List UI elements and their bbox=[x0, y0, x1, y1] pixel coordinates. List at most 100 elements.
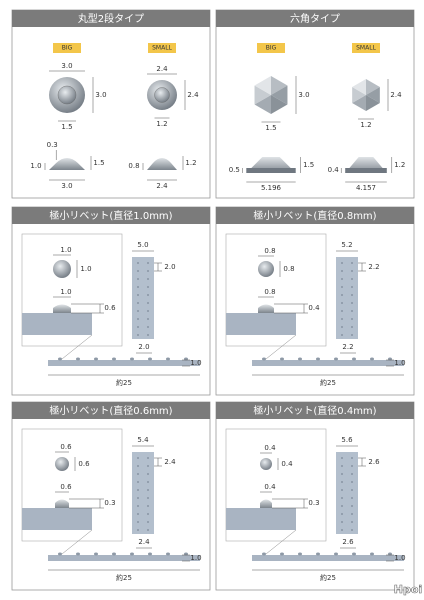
rivet-dot bbox=[341, 318, 343, 320]
dim-label: 0.6 bbox=[104, 304, 116, 312]
dim-label: 0.4 bbox=[264, 444, 276, 452]
rivet-dot bbox=[341, 529, 343, 531]
rivet-dot bbox=[351, 334, 353, 336]
dim-label: 5.0 bbox=[137, 241, 148, 249]
rivet-dot bbox=[341, 326, 343, 328]
rivet-dot bbox=[351, 505, 353, 507]
hex-facet bbox=[254, 95, 271, 114]
base-plate bbox=[22, 508, 92, 530]
dim-label: 2.0 bbox=[164, 263, 175, 271]
rivet-dot bbox=[137, 505, 139, 507]
dim-label: 0.3 bbox=[308, 499, 319, 507]
panel: 極小リベット(直径0.8mm) 0.8 0.8 0.8 0.4 5.2 2.2 2.2 1.0 約… bbox=[215, 206, 415, 396]
rivet-dot bbox=[137, 497, 139, 499]
rivet-dot bbox=[147, 513, 149, 515]
dim-label: 1.5 bbox=[61, 123, 72, 131]
dim-label: 1.5 bbox=[303, 161, 314, 169]
dim-label: 1.0 bbox=[60, 288, 71, 296]
rivet-dot bbox=[137, 302, 139, 304]
rivet-dot bbox=[147, 529, 149, 531]
rivet-strip bbox=[336, 452, 358, 534]
dim-label: 1.0 bbox=[60, 246, 71, 254]
hex-facet bbox=[352, 79, 366, 95]
rivet-side bbox=[258, 304, 274, 313]
dim-label: 2.6 bbox=[368, 458, 380, 466]
rivet-dot bbox=[341, 481, 343, 483]
dim-label: 1.0 bbox=[394, 554, 405, 562]
rivet-dot bbox=[137, 473, 139, 475]
rivet-dot bbox=[147, 318, 149, 320]
dim-label: 5.6 bbox=[341, 436, 353, 444]
dim-label: 2.2 bbox=[342, 343, 353, 351]
dim-label: 0.4 bbox=[328, 166, 340, 174]
rivet-dot bbox=[341, 505, 343, 507]
strip-rivet bbox=[166, 552, 170, 556]
rivet-dot bbox=[147, 286, 149, 288]
rivet-dot bbox=[351, 529, 353, 531]
dim-label: 1.2 bbox=[185, 159, 196, 167]
rivet-side bbox=[55, 499, 69, 508]
strip-rivet bbox=[76, 552, 80, 556]
rivet-dot bbox=[137, 513, 139, 515]
rivet-dot bbox=[341, 465, 343, 467]
rivet-dot bbox=[137, 457, 139, 459]
panel-title: 極小リベット(直径0.6mm) bbox=[49, 404, 172, 417]
hex-facet bbox=[366, 95, 380, 111]
rivet-dot bbox=[147, 497, 149, 499]
size-tag bbox=[53, 43, 81, 53]
rivet-dot bbox=[147, 310, 149, 312]
rivet-dot bbox=[351, 457, 353, 459]
dim-label: 0.6 bbox=[60, 483, 72, 491]
panel-title: 極小リベット(直径1.0mm) bbox=[49, 209, 172, 222]
hex-facet bbox=[366, 79, 380, 95]
dim-label: 2.4 bbox=[187, 91, 199, 99]
dim-label: 2.0 bbox=[138, 343, 149, 351]
strip-rivet bbox=[316, 357, 320, 361]
dim-line bbox=[265, 529, 297, 555]
dim-label: 5.4 bbox=[137, 436, 149, 444]
size-tag-label: BIG bbox=[266, 45, 277, 52]
rivet-top bbox=[260, 458, 272, 470]
base-plate bbox=[226, 313, 296, 335]
dim-line bbox=[61, 334, 93, 360]
dim-label: 5.196 bbox=[261, 184, 282, 192]
panel-frame bbox=[11, 9, 211, 199]
base-plate bbox=[22, 313, 92, 335]
strip-rivet bbox=[352, 357, 356, 361]
rivet-dot bbox=[341, 278, 343, 280]
rivet-dot bbox=[351, 286, 353, 288]
rivet-dot bbox=[351, 497, 353, 499]
strip-rivet bbox=[148, 357, 152, 361]
strip-rivet bbox=[334, 552, 338, 556]
strip-rivet bbox=[76, 357, 80, 361]
rivet-dot bbox=[137, 286, 139, 288]
dim-label: 3.0 bbox=[298, 91, 309, 99]
dim-label: 0.6 bbox=[78, 460, 90, 468]
hex-facet bbox=[366, 87, 380, 103]
strip-rivet bbox=[112, 357, 116, 361]
rivet-dot bbox=[147, 457, 149, 459]
dim-label: 1.0 bbox=[190, 554, 201, 562]
panel: 丸型2段タイプ BIG 3.0 3.0 1.5 3.0 1.5 1.0 0.3 SMALL 2.4 2… bbox=[11, 9, 211, 199]
panel-header bbox=[216, 207, 414, 224]
long-strip bbox=[48, 555, 200, 561]
rivet-inner bbox=[57, 85, 77, 105]
rivet-dot bbox=[147, 334, 149, 336]
rivet-dot bbox=[137, 310, 139, 312]
dim-label: 2.6 bbox=[342, 538, 354, 546]
rivet-dot bbox=[147, 278, 149, 280]
dim-label: 0.3 bbox=[104, 499, 115, 507]
dim-label: 4.157 bbox=[356, 184, 376, 192]
dim-label: 1.0 bbox=[80, 265, 91, 273]
rivet-dot bbox=[341, 262, 343, 264]
strip-rivet bbox=[262, 552, 266, 556]
watermark: Hpoi bbox=[394, 583, 422, 596]
rivet-strip bbox=[336, 257, 358, 339]
dim-label: 2.4 bbox=[156, 65, 168, 73]
long-strip bbox=[252, 555, 404, 561]
strip-rivet bbox=[166, 357, 170, 361]
strip-rivet bbox=[298, 357, 302, 361]
dim-label: 2.4 bbox=[156, 182, 168, 190]
panel-title: 極小リベット(直径0.8mm) bbox=[253, 209, 376, 222]
dim-label: 3.0 bbox=[61, 62, 72, 70]
